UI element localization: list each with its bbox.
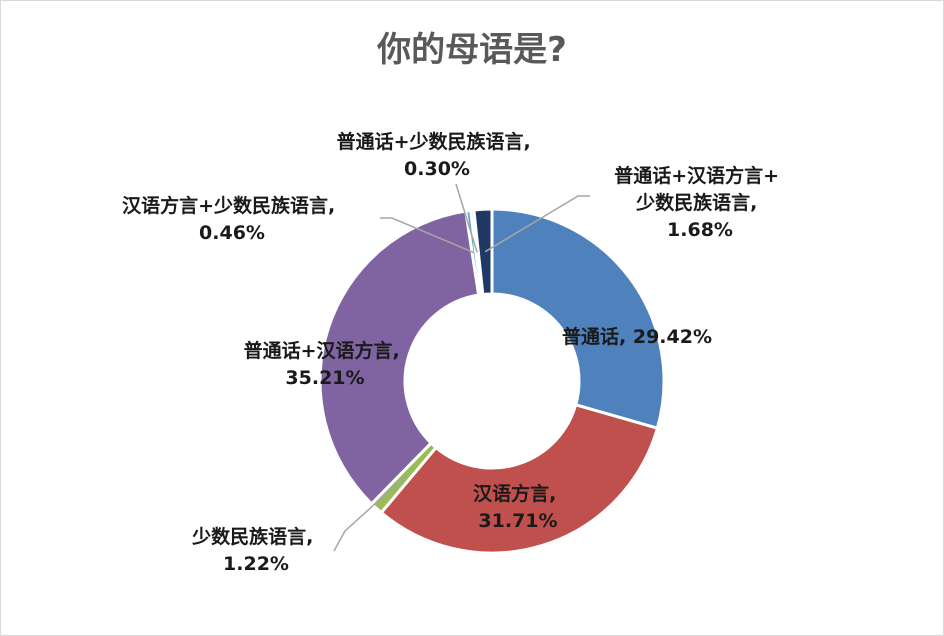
slice-hanyu-fangyan [379,403,659,555]
leader-shaoshu-minzu [333,476,406,552]
slice-putonghua-hanyu [318,209,481,506]
leader-putonghua-shaoshu [455,183,478,253]
slice-three-combined [472,207,494,296]
label-shaoshu-minzu: 少数民族语言, 1.22% [191,525,320,575]
chart-title: 你的母语是? [377,30,567,70]
label-three-combined: 普通话+汉语方言+ 少数民族语言, 1.68% [614,164,785,241]
label-putonghua: 普通话, 29.42% [562,325,712,348]
label-hanyu-fangyan: 汉语方言, 31.71% [473,482,563,532]
leader-three-combined [484,195,590,253]
label-putonghua-shaoshu: 普通话+少数民族语言, 0.30% [337,130,538,180]
label-putonghua-hanyu: 普通话+汉语方言, 35.21% [244,339,407,389]
slice-putonghua [490,207,666,430]
label-hanyu-shaoshu: 汉语方言+少数民族语言, 0.46% [122,194,342,244]
leader-lines [333,183,590,552]
donut-slices [318,207,666,555]
leader-hanyu-shaoshu [380,217,475,254]
